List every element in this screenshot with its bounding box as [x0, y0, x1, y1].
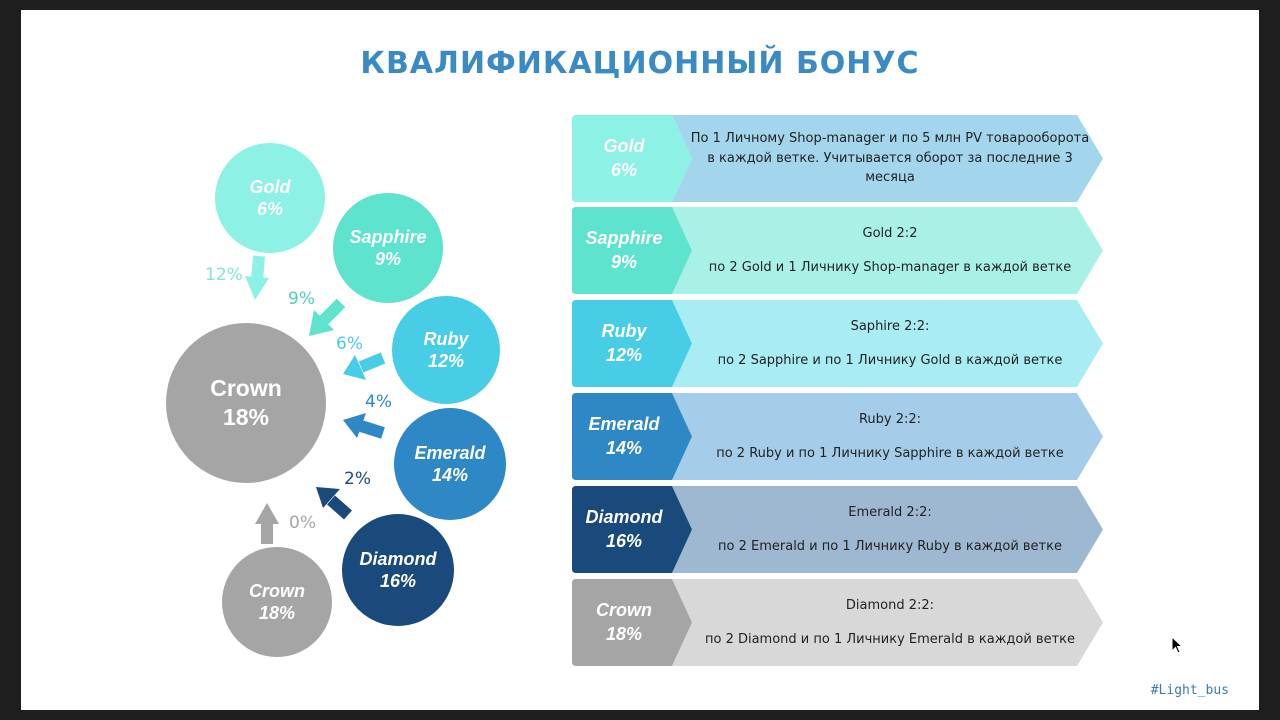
- row-diamond-shape: [572, 486, 1103, 573]
- row-sapphire-name: Sapphire: [585, 228, 663, 249]
- circle-emerald-pct: 14%: [431, 465, 469, 485]
- row-gold-pct: 6%: [610, 159, 637, 180]
- row-ruby-header: Saphire 2:2:: [850, 319, 930, 334]
- circle-crown-main: Crown 18%: [166, 323, 326, 483]
- row-gold-text: По 1 Личному Shop-manager и по 5 млн PV …: [690, 131, 1090, 186]
- row-sapphire-pct: 9%: [610, 251, 637, 272]
- circle-diamond-name: Diamond: [359, 548, 437, 569]
- circle-sapphire-pct: 9%: [374, 249, 401, 269]
- row-ruby-desc: Saphire 2:2: по 2 Sapphire и по 1 Личник…: [690, 300, 1090, 387]
- arrow-label-crown: 0%: [289, 513, 316, 533]
- row-sapphire-shape: [572, 207, 1103, 294]
- row-crown: Crown 18% Diamond 2:2: по 2 Diamond и по…: [572, 579, 1103, 666]
- slide-title: КВАЛИФИКАЦИОННЫЙ БОНУС: [360, 46, 920, 81]
- slide: КВАЛИФИКАЦИОННЫЙ БОНУС 12% 9% 6% 4: [21, 10, 1259, 710]
- row-gold-desc: По 1 Личному Shop-manager и по 5 млн PV …: [690, 115, 1090, 202]
- row-ruby: Ruby 12% Saphire 2:2: по 2 Sapphire и по…: [572, 300, 1103, 387]
- arrow-label-ruby: 6%: [336, 334, 363, 354]
- circle-crown-main-pct: 18%: [222, 404, 270, 430]
- arrow-label-gold: 12%: [205, 265, 243, 285]
- row-sapphire-desc: Gold 2:2 по 2 Gold и 1 Личнику Shop-mana…: [690, 207, 1090, 294]
- circle-crown-main-name: Crown: [210, 375, 282, 402]
- row-ruby-text: по 2 Sapphire и по 1 Личнику Gold в кажд…: [717, 352, 1063, 368]
- row-crown-level: Crown 18%: [572, 579, 676, 666]
- circle-gold: Gold 6%: [215, 143, 325, 253]
- circle-gold-name: Gold: [249, 176, 291, 197]
- row-emerald-text: по 2 Ruby и по 1 Личнику Sapphire в кажд…: [716, 445, 1064, 461]
- arrow-label-sapphire: 9%: [288, 289, 315, 309]
- arrow-label-diamond: 2%: [344, 469, 371, 489]
- row-emerald: Emerald 14% Ruby 2:2: по 2 Ruby и по 1 Л…: [572, 393, 1103, 480]
- arrow-label-emerald: 4%: [365, 392, 392, 412]
- mouse-cursor-icon: [1171, 636, 1184, 654]
- hashtag-label: #Light_bus: [1150, 683, 1229, 698]
- circle-sapphire: Sapphire 9%: [333, 193, 443, 303]
- row-crown-name: Crown: [596, 600, 652, 621]
- circle-sapphire-name: Sapphire: [349, 226, 427, 247]
- row-diamond-desc: Emerald 2:2: по 2 Emerald и по 1 Личнику…: [690, 486, 1090, 573]
- circle-crown-small: Crown 18%: [222, 547, 332, 657]
- row-crown-desc: Diamond 2:2: по 2 Diamond и по 1 Личнику…: [690, 579, 1090, 666]
- row-crown-shape: [572, 579, 1103, 666]
- row-gold: Gold 6% По 1 Личному Shop-manager и по 5…: [572, 115, 1103, 202]
- row-diamond-level: Diamond 16%: [572, 486, 676, 573]
- row-emerald-pct: 14%: [605, 437, 643, 458]
- row-diamond: Diamond 16% Emerald 2:2: по 2 Emerald и …: [572, 486, 1103, 573]
- row-gold-shape: [572, 115, 1103, 202]
- circle-diamond-pct: 16%: [379, 571, 417, 591]
- row-diamond-pct: 16%: [605, 530, 643, 551]
- row-emerald-header: Ruby 2:2:: [858, 412, 922, 427]
- circle-crown-small-pct: 18%: [258, 603, 296, 623]
- arrow-gold-to-crown: [245, 255, 269, 300]
- row-diamond-header: Emerald 2:2:: [848, 505, 932, 520]
- arrow-emerald-to-crown: [343, 413, 385, 439]
- row-ruby-shape: [572, 300, 1103, 387]
- circle-ruby-pct: 12%: [427, 351, 465, 371]
- row-sapphire-text: по 2 Gold и 1 Личнику Shop-manager в каж…: [708, 259, 1072, 275]
- row-crown-pct: 18%: [605, 623, 643, 644]
- arrow-crown-to-crown: [255, 503, 279, 544]
- circle-emerald-name: Emerald: [414, 442, 486, 463]
- row-emerald-desc: Ruby 2:2: по 2 Ruby и по 1 Личнику Sapph…: [690, 393, 1090, 480]
- circle-ruby: Ruby 12%: [392, 296, 500, 404]
- circle-diamond: Diamond 16%: [342, 514, 454, 626]
- row-sapphire: Sapphire 9% Gold 2:2 по 2 Gold и 1 Лични…: [572, 207, 1103, 294]
- row-diamond-text: по 2 Emerald и по 1 Личнику Ruby в каждо…: [718, 538, 1062, 554]
- row-diamond-name: Diamond: [585, 507, 663, 528]
- row-ruby-level: Ruby 12%: [572, 300, 676, 387]
- row-gold-name: Gold: [603, 136, 645, 157]
- row-crown-header: Diamond 2:2:: [845, 598, 935, 613]
- circle-ruby-name: Ruby: [423, 328, 469, 349]
- row-ruby-pct: 12%: [605, 344, 643, 365]
- row-emerald-shape: [572, 393, 1103, 480]
- row-ruby-name: Ruby: [601, 321, 647, 342]
- row-crown-text: по 2 Diamond и по 1 Личнику Emerald в ка…: [704, 631, 1076, 647]
- arrow-ruby-to-crown: [343, 352, 386, 380]
- arrow-diamond-to-crown: [316, 487, 352, 520]
- row-emerald-level: Emerald 14%: [572, 393, 676, 480]
- circle-gold-pct: 6%: [256, 199, 283, 219]
- circle-crown-small-name: Crown: [249, 580, 305, 601]
- circle-emerald: Emerald 14%: [394, 408, 506, 520]
- row-sapphire-level: Sapphire 9%: [572, 207, 676, 294]
- row-emerald-name: Emerald: [588, 414, 660, 435]
- row-sapphire-header: Gold 2:2: [862, 226, 918, 241]
- row-gold-level: Gold 6%: [572, 115, 676, 202]
